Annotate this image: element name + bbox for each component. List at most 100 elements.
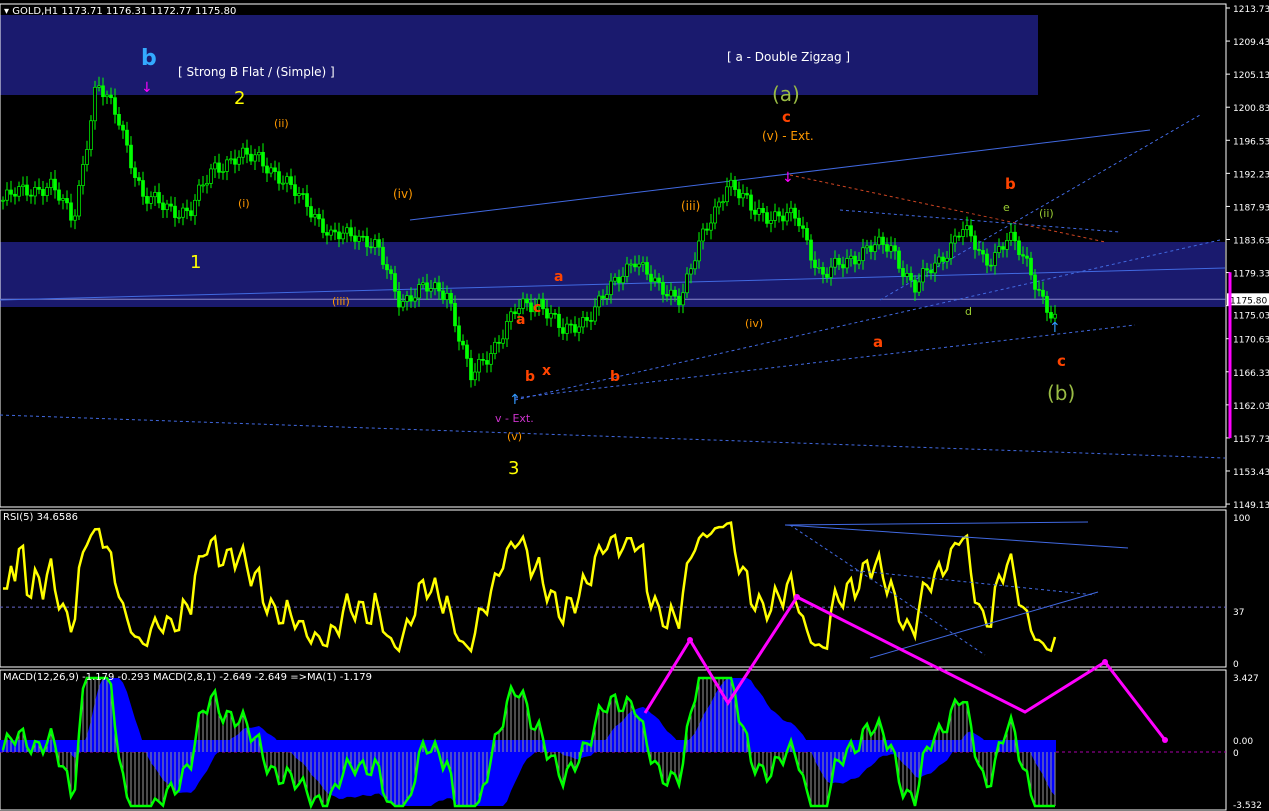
candle-body xyxy=(713,206,717,224)
candle-body xyxy=(53,178,57,191)
wave-label: c xyxy=(782,108,791,126)
y-tick-label: 1166.33 xyxy=(1233,369,1269,379)
candle-body xyxy=(965,225,969,230)
main-panel-border xyxy=(0,3,1227,508)
candle-body xyxy=(213,162,217,170)
candle-body xyxy=(529,302,533,313)
candle-body xyxy=(345,227,349,234)
candle-body xyxy=(985,253,989,266)
candle-body xyxy=(665,294,669,297)
wave-label: a xyxy=(516,312,526,328)
candle-body xyxy=(93,86,97,122)
macd-band xyxy=(0,740,1056,752)
candle-body xyxy=(901,268,905,277)
macd-area xyxy=(0,678,1055,806)
candle-body xyxy=(269,167,273,174)
candle-body xyxy=(641,262,645,265)
candle-body xyxy=(977,249,981,251)
candle-body xyxy=(193,199,197,217)
candle-body xyxy=(201,184,205,187)
y-tick-label: 1187.93 xyxy=(1233,203,1269,213)
candle-body xyxy=(705,228,709,231)
candle-body xyxy=(181,207,185,218)
candle-body xyxy=(541,298,545,310)
wave-label: [ a - Double Zigzag ] xyxy=(727,50,851,64)
candle-body xyxy=(285,176,289,184)
down-arrow-icon: ↓ xyxy=(141,80,153,96)
candle-body xyxy=(545,308,549,319)
candle-body xyxy=(897,250,901,269)
candle-body xyxy=(1005,240,1009,250)
candle-body xyxy=(401,301,405,308)
candle-body xyxy=(757,208,761,215)
rsi-label: RSI(5) 34.6586 xyxy=(3,512,78,523)
candle-body xyxy=(441,290,445,300)
candle-body xyxy=(857,260,861,265)
candle-body xyxy=(597,295,601,308)
candle-body xyxy=(873,244,877,252)
wave-label: 2 xyxy=(234,88,246,109)
wave-label: (iv) xyxy=(745,317,764,330)
candle-body xyxy=(5,189,9,201)
candle-body xyxy=(909,273,913,281)
trendline xyxy=(789,174,1106,243)
candle-body xyxy=(485,360,489,365)
candle-body xyxy=(885,244,889,252)
wave-label: (b) xyxy=(1047,381,1076,405)
candle-body xyxy=(317,214,321,220)
rsi-trendline xyxy=(784,524,1129,549)
candle-body xyxy=(881,236,885,245)
rsi-panel-border xyxy=(0,509,1227,668)
y-tick-label: 1162.03 xyxy=(1233,402,1269,412)
candle-body xyxy=(117,114,121,126)
candle-body xyxy=(429,288,433,292)
candle-body xyxy=(617,276,621,284)
candle-body xyxy=(469,358,473,381)
candle-body xyxy=(433,282,437,289)
candle-body xyxy=(673,289,677,297)
wave-label: (i) xyxy=(238,197,250,210)
candle-body xyxy=(745,193,749,196)
arrow-head-icon xyxy=(1102,659,1108,665)
candle-body xyxy=(729,179,733,188)
candle-body xyxy=(1037,289,1041,291)
candle-body xyxy=(445,292,449,300)
candle-body xyxy=(817,267,821,269)
down-arrow-icon: ↓ xyxy=(782,170,794,186)
candle-body xyxy=(333,229,337,233)
candle-body xyxy=(321,218,325,233)
candle-body xyxy=(173,205,177,218)
up-arrow-icon: ↑ xyxy=(1049,320,1061,336)
wave-label: (a) xyxy=(772,82,800,106)
candle-body xyxy=(121,124,125,131)
candle-body xyxy=(1049,312,1053,319)
candle-body xyxy=(349,227,353,237)
macd-panel-border xyxy=(0,669,1227,811)
candle-body xyxy=(481,358,485,361)
candle-body xyxy=(229,158,233,161)
macd-tick-label: 3.427 xyxy=(1233,674,1259,684)
candle-body xyxy=(21,184,25,187)
candle-body xyxy=(1033,274,1037,290)
candle-body xyxy=(993,252,997,266)
candle-body xyxy=(721,201,725,204)
candle-body xyxy=(841,264,845,269)
candle-body xyxy=(557,313,561,328)
candle-body xyxy=(73,215,77,221)
arrow-head-icon xyxy=(794,594,800,600)
candle-body xyxy=(765,212,769,224)
y-tick-label: 1179.33 xyxy=(1233,270,1269,280)
candle-body xyxy=(1009,231,1013,241)
candle-body xyxy=(233,158,237,165)
dropdown-icon[interactable]: ▾ xyxy=(4,6,10,17)
candle-body xyxy=(341,232,345,240)
wave-label: (v) xyxy=(507,430,523,443)
candle-body xyxy=(457,325,461,342)
candle-body xyxy=(101,85,105,98)
candle-body xyxy=(357,235,361,242)
candle-body xyxy=(13,193,17,197)
wave-label: d xyxy=(965,305,972,318)
arrow-head-icon xyxy=(687,637,693,643)
candle-body xyxy=(813,259,817,268)
